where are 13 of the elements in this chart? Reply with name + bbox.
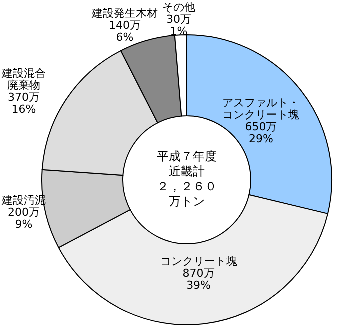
slice-label: コンクリート塊 xyxy=(160,254,238,268)
text: 平成７年度近畿計 xyxy=(157,150,217,179)
data-label: 650万 29% xyxy=(245,120,278,146)
data-label: 370万 16% xyxy=(8,90,40,116)
slice-label: その他 xyxy=(162,1,196,14)
slice-label: 建設混合廃棄物 xyxy=(1,66,46,92)
slice-label: アスファルト・コンクリート塊 xyxy=(222,96,300,122)
data-label: 200万 9% xyxy=(8,206,40,232)
text: ２，２６０万トン xyxy=(157,180,217,209)
data-label: 870万 39% xyxy=(182,266,215,292)
data-label: 30万 1% xyxy=(166,13,192,38)
slice-label: 建設発生木材 xyxy=(90,7,158,20)
data-label: 140万 6% xyxy=(108,19,141,44)
